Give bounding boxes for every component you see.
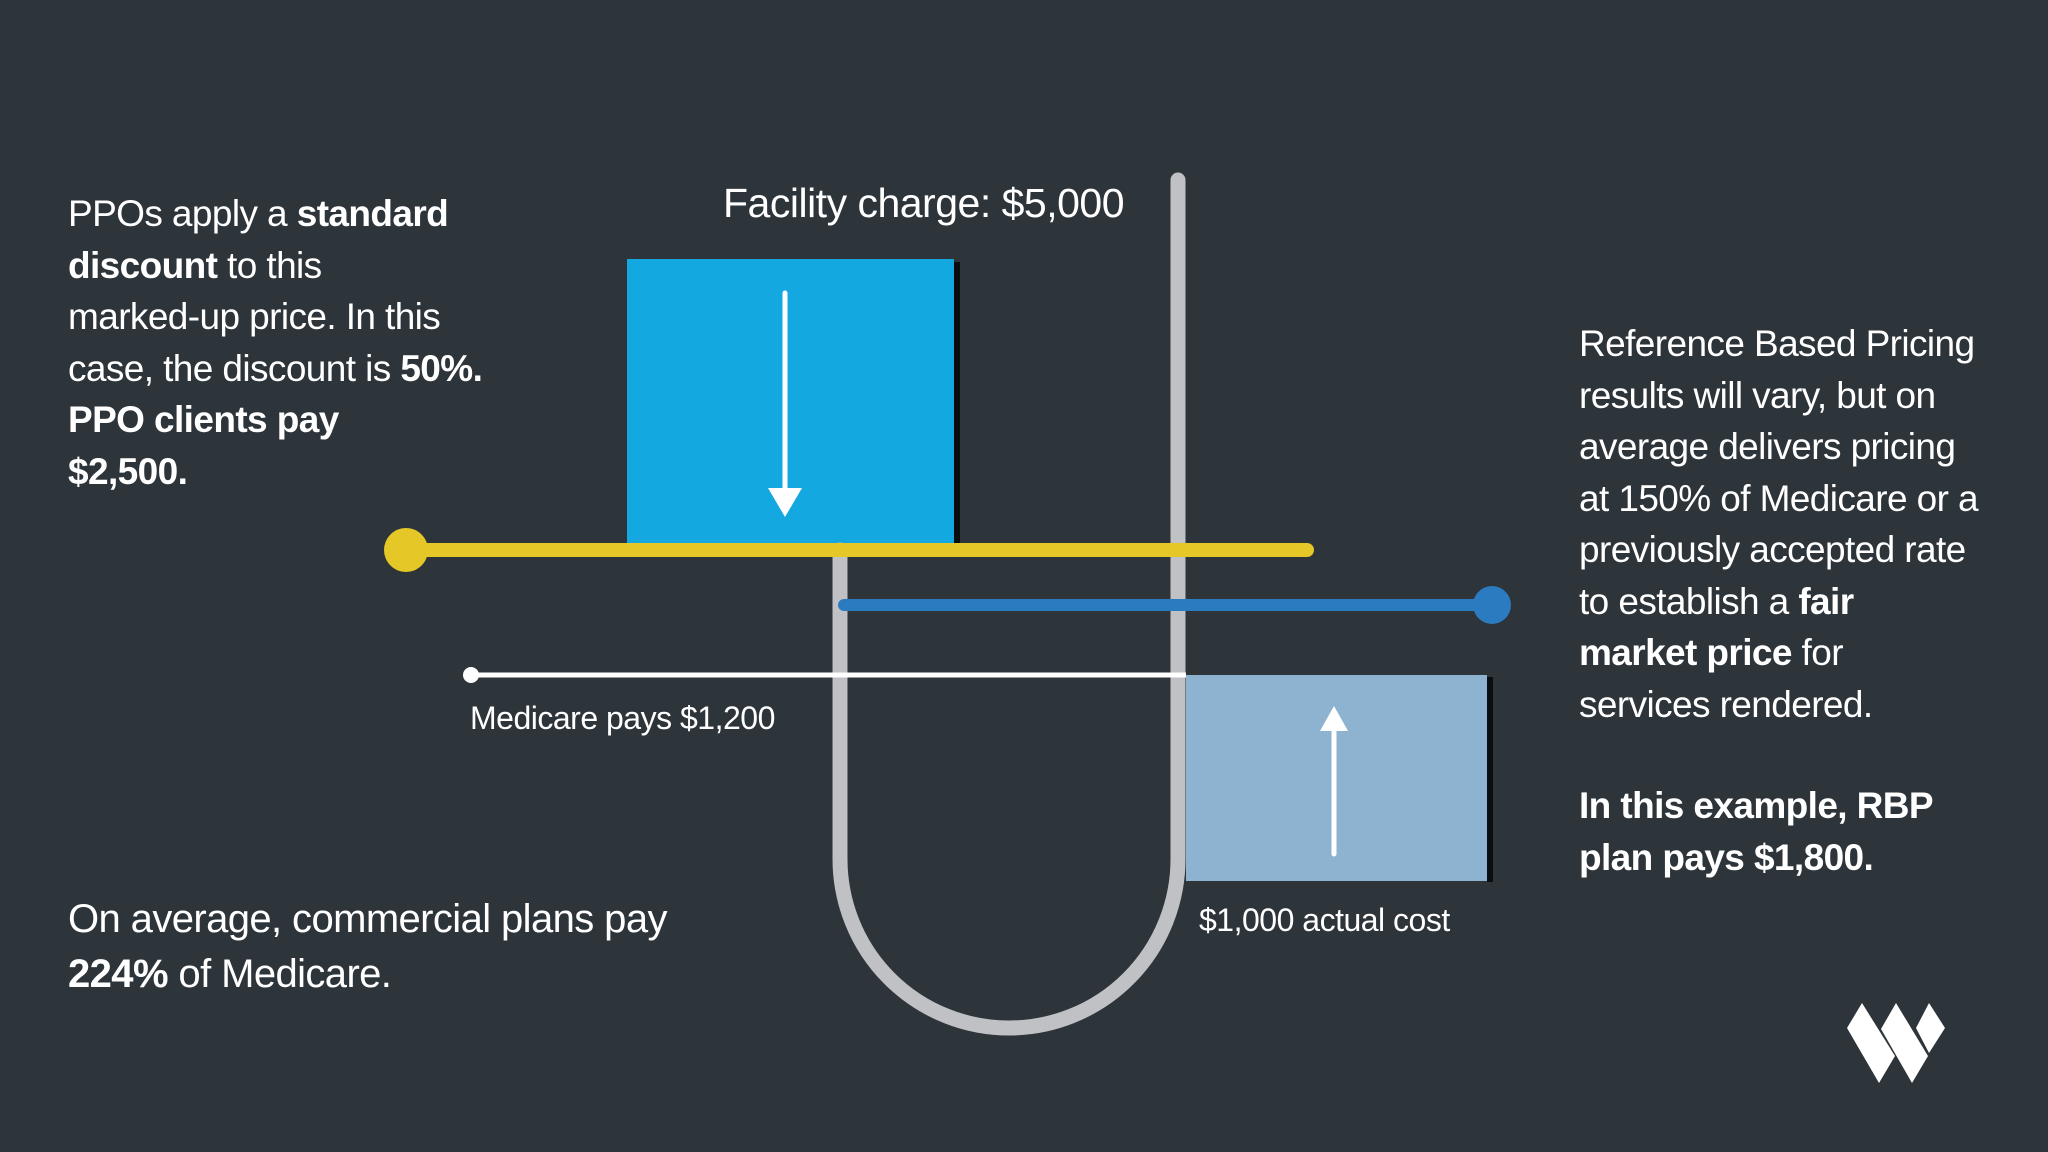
text-line: Reference Based Pricing [1579, 318, 1978, 370]
text: results will vary, but on [1579, 374, 1936, 416]
text: marked-up price. In this [68, 296, 441, 337]
text-line: On average, commercial plans pay [68, 892, 667, 947]
u-curve [832, 172, 1186, 1036]
commercial-plans-text: On average, commercial plans pay 224% of … [68, 892, 667, 1002]
bold-text: PPO clients pay [68, 399, 339, 440]
text: average delivers pricing [1579, 426, 1956, 467]
arrow-up-icon [1320, 706, 1348, 857]
text-line: PPO clients pay [68, 394, 482, 446]
bold-text: $2,500. [68, 450, 188, 492]
text-line: plan pays $1,800. [1579, 832, 1933, 884]
facility-charge-label: Facility charge: $5,000 [723, 180, 1125, 226]
medicare-line [463, 667, 1186, 683]
text-line: to establish a fair [1579, 576, 1978, 628]
text-line: at 150% of Medicare or a [1579, 473, 1979, 525]
w-logo-icon [1847, 1003, 1945, 1083]
text-line: PPOs apply a standard [68, 188, 482, 240]
bold-text: market price [1579, 632, 1792, 673]
actual-cost-label: $1,000 actual cost [1199, 902, 1450, 938]
rbp-conclusion-text: In this example, RBP plan pays $1,800. [1579, 780, 1934, 884]
text-line: 224% of Medicare. [68, 947, 667, 1002]
ppo-price-line [384, 528, 1314, 572]
medicare-pays-label: Medicare pays $1,200 [470, 700, 775, 736]
text: at 150% of Medicare or a [1579, 477, 1979, 519]
text: case, the discount is [68, 347, 401, 389]
bold-text: In this example, RBP [1579, 785, 1934, 826]
arrow-down-icon [768, 290, 802, 517]
text-line: services rendered. [1579, 679, 1978, 731]
ppo-discount-text: PPOs apply a standard discount to this mar… [68, 188, 483, 498]
text: of Medicare. [167, 952, 392, 996]
text: to this [217, 244, 322, 286]
text-line: $2,500. [68, 446, 482, 498]
medicare-line-dot [463, 667, 479, 683]
text-line: case, the discount is 50%. [68, 343, 483, 395]
text: On average, commercial plans pay [68, 897, 667, 941]
text: to establish a [1579, 580, 1799, 622]
bold-text: standard [296, 193, 449, 234]
bold-text: fair [1798, 580, 1854, 622]
text-line: discount to this [68, 240, 482, 292]
bold-text: discount [68, 244, 218, 286]
text: previously accepted rate [1579, 529, 1966, 570]
text-line: previously accepted rate [1579, 524, 1978, 576]
text: for [1791, 632, 1844, 673]
rbp-line-dot [1473, 586, 1511, 624]
text-line: In this example, RBP [1579, 780, 1934, 832]
bold-text: 50%. [400, 347, 483, 389]
text-line: market price for [1579, 627, 1978, 679]
text-line: results will vary, but on [1579, 370, 1978, 422]
facility-box-shadow [954, 262, 960, 543]
text: services rendered. [1579, 683, 1873, 725]
text-line: marked-up price. In this [68, 291, 482, 343]
bold-text: 224% [68, 952, 169, 996]
text-line: average delivers pricing [1579, 421, 1978, 473]
ppo-line-dot [384, 528, 428, 572]
text: Reference Based Pricing [1579, 323, 1975, 364]
bold-text: plan pays $1,800. [1579, 836, 1874, 878]
cost-box-shadow [1487, 677, 1493, 882]
rbp-price-line [838, 586, 1511, 624]
rbp-explanation-text: Reference Based Pricing results will vary… [1579, 318, 1979, 731]
text: PPOs apply a [68, 193, 297, 234]
